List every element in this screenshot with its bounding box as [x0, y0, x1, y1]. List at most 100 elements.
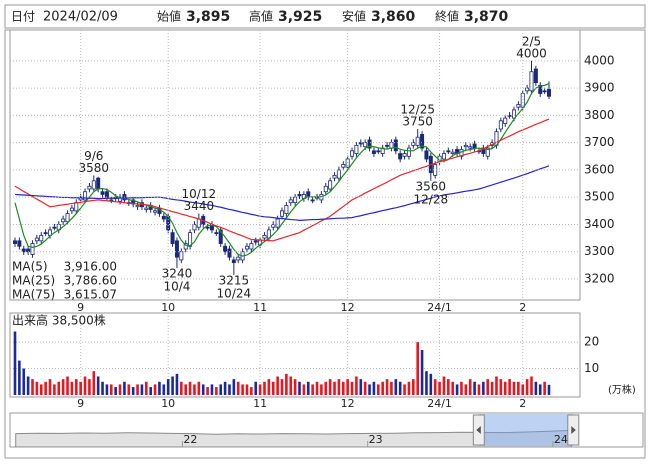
candle-body: [236, 256, 241, 261]
volume-bar: [175, 373, 179, 395]
volume-bar: [158, 381, 161, 395]
candle-body: [91, 180, 96, 190]
navigator-window: [478, 414, 574, 446]
volume-bar: [420, 350, 424, 395]
candle-body: [363, 142, 368, 148]
candle-body: [547, 89, 552, 97]
ma-line: [14, 118, 550, 242]
header-value: 3,895: [186, 9, 230, 25]
volume-bar: [201, 384, 205, 395]
volume-bar: [223, 381, 227, 395]
candle-body: [511, 109, 516, 119]
candle-body: [87, 185, 92, 190]
candle-body: [100, 191, 105, 195]
candle-body: [262, 234, 267, 239]
volume-bar: [403, 384, 406, 395]
header-label: 高値: [249, 9, 273, 24]
volume-bar: [433, 379, 437, 395]
volume-bar: [162, 384, 166, 395]
volume-bar: [385, 379, 389, 395]
volume-bar: [66, 376, 69, 395]
x-tick-label: 2: [519, 397, 526, 410]
x-tick-label: 11: [253, 301, 267, 314]
x-tick-label: 24/1: [427, 397, 452, 410]
volume-bar: [451, 381, 455, 395]
candle-body: [402, 153, 407, 157]
volume-bar: [285, 373, 288, 395]
candle-body: [69, 207, 74, 212]
volume-bar: [88, 379, 91, 395]
candle-body: [12, 240, 17, 244]
annotation-value: 4000: [516, 46, 547, 60]
candle-body: [297, 194, 302, 197]
volume-bar: [127, 384, 131, 395]
navigator-tick-label: 23: [369, 433, 383, 446]
volume-bar: [482, 381, 485, 395]
volume-bar: [118, 384, 122, 395]
volume-bar: [276, 376, 279, 395]
candle-body: [485, 147, 490, 157]
volume-bar: [495, 376, 498, 395]
volume-bar: [468, 379, 472, 395]
volume-bar: [324, 381, 328, 395]
candle-body: [354, 144, 359, 154]
volume-bar: [477, 384, 481, 395]
candle-body: [358, 142, 363, 145]
volume-bar: [503, 381, 507, 395]
volume-bar: [136, 384, 139, 395]
navigator-tick-label: 24: [554, 433, 568, 446]
header-frame: [4, 4, 646, 29]
candle-body: [389, 142, 394, 149]
candle-body: [61, 218, 66, 223]
volume-bar: [543, 381, 546, 395]
candle-body: [183, 243, 188, 250]
candle-body: [214, 232, 219, 235]
candle-body: [398, 153, 403, 160]
volume-bar: [289, 376, 293, 395]
volume-bar: [455, 384, 459, 395]
y-tick-label: 3900: [584, 81, 615, 95]
annotation-value: 3560: [416, 179, 447, 193]
x-tick-label: 12: [341, 397, 355, 410]
volume-bar: [31, 379, 34, 395]
candle-body: [284, 204, 289, 214]
candle-body: [279, 210, 284, 217]
volume-bar: [486, 379, 490, 395]
candle-body: [332, 174, 337, 179]
volume-bar: [368, 384, 371, 395]
candle-body: [43, 232, 48, 235]
volume-bar: [92, 371, 96, 395]
volume-bar: [355, 376, 358, 395]
volume-bar: [219, 384, 223, 395]
volume-bar: [372, 381, 376, 395]
y-tick-label: 3300: [584, 244, 615, 258]
legend-value: 3,916.00: [64, 260, 117, 274]
volume-bar: [447, 379, 450, 395]
volume-bar: [538, 384, 542, 395]
volume-bar: [180, 381, 183, 395]
annotation-date: 10/4: [163, 280, 190, 294]
volume-bar: [412, 379, 415, 395]
volume-bar: [18, 360, 21, 395]
volume-bar: [57, 381, 61, 395]
volume-bar: [188, 381, 192, 395]
volume-bar: [171, 376, 174, 395]
candle-body: [227, 248, 232, 258]
navigator-handle-arrow: [476, 426, 481, 434]
candle-body: [231, 259, 236, 264]
candle-body: [218, 229, 223, 244]
date: 2024/02/09: [43, 10, 118, 25]
volume-bar: [250, 387, 253, 395]
candle-body: [542, 90, 547, 93]
volume-bar: [315, 381, 319, 395]
volume-bar: [53, 384, 56, 395]
volume-bar: [96, 376, 100, 395]
date-label: 日付: [11, 10, 35, 24]
candle-body: [74, 202, 79, 212]
candle-body: [244, 245, 249, 250]
annotation-value: 3580: [79, 161, 110, 175]
volume-bar: [359, 379, 363, 395]
candle-body: [468, 146, 473, 149]
candle-body: [65, 213, 70, 223]
